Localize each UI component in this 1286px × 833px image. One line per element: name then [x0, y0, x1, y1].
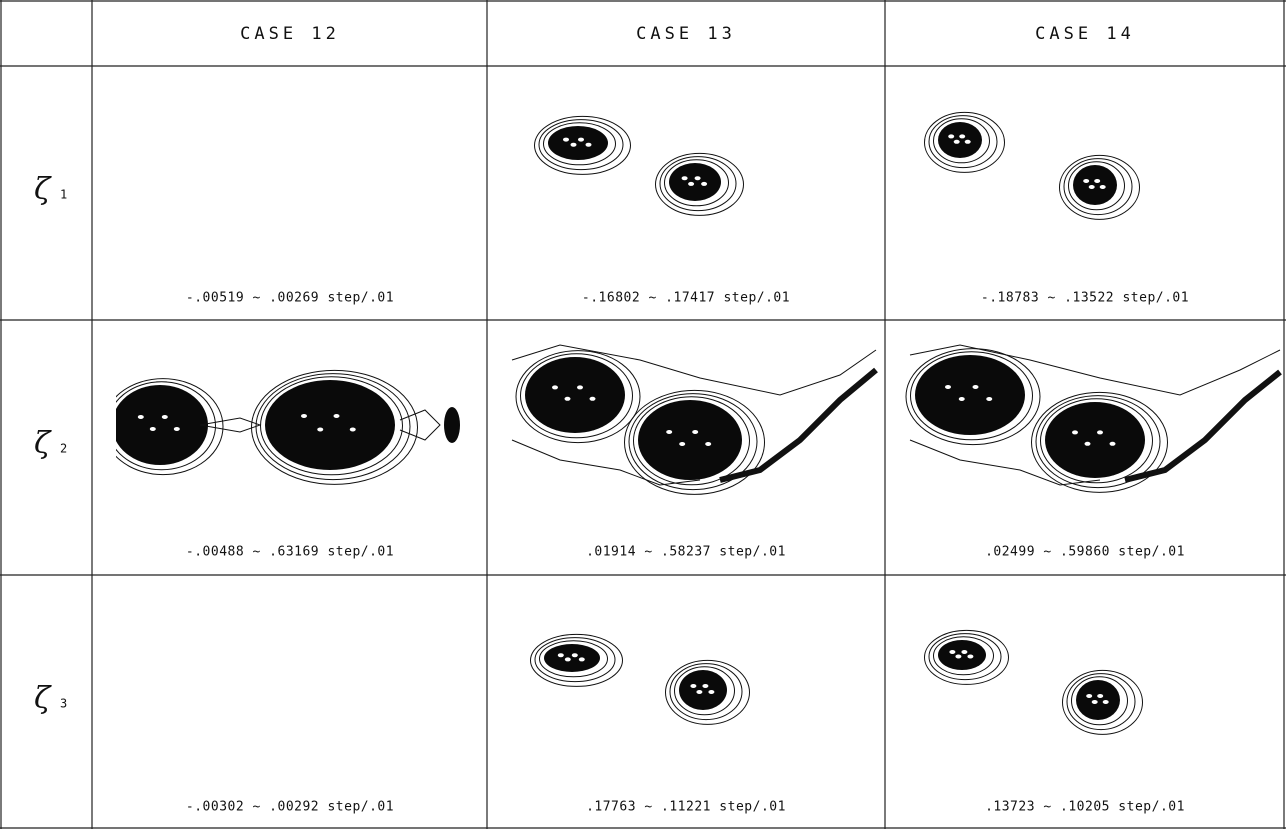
core-speckle [578, 138, 584, 142]
core-speckle [1097, 694, 1103, 698]
core-speckle [965, 140, 971, 144]
core-speckle [967, 655, 973, 659]
core-speckle [688, 182, 694, 186]
vortex-core [938, 122, 982, 158]
row-index: 2 [60, 442, 67, 456]
contour-caption: -.00488 ~ .63169 step/.01 [186, 545, 394, 560]
column-header: CASE 13 [636, 24, 736, 44]
core-speckle [1089, 185, 1095, 189]
shear-layer [720, 370, 876, 480]
core-speckle [572, 653, 578, 657]
vortex-core [112, 385, 208, 465]
core-speckle [334, 414, 340, 418]
core-speckle [1103, 700, 1109, 704]
core-speckle [563, 138, 569, 142]
core-speckle [708, 690, 714, 694]
row-label: ζ [34, 172, 52, 207]
core-speckle [552, 385, 558, 389]
core-speckle [558, 653, 564, 657]
contour-caption: -.00519 ~ .00269 step/.01 [186, 291, 394, 306]
contour-caption: .01914 ~ .58237 step/.01 [586, 545, 786, 560]
contour-caption: -.16802 ~ .17417 step/.01 [582, 291, 790, 306]
core-speckle [695, 176, 701, 180]
core-speckle [586, 143, 592, 147]
core-speckle [1110, 442, 1116, 446]
vortex-core [548, 126, 608, 160]
contour-caption: -.00302 ~ .00292 step/.01 [186, 800, 394, 815]
column-header: CASE 14 [1035, 24, 1135, 44]
core-speckle [948, 134, 954, 138]
core-speckle [1083, 179, 1089, 183]
vortex-core [938, 640, 986, 670]
core-speckle [705, 442, 711, 446]
core-speckle [692, 430, 698, 434]
core-speckle [666, 430, 672, 434]
figure-table: CASE 12CASE 13CASE 14ζ1-.00519 ~ .00269 … [0, 0, 1286, 829]
vortex-core [638, 400, 742, 480]
page: {"header": {"columns": ["CASE 12", "CASE… [0, 0, 1286, 829]
core-speckle [701, 182, 707, 186]
vortex-core [265, 380, 395, 470]
core-speckle [949, 650, 955, 654]
core-speckle [679, 442, 685, 446]
vortex-core [1045, 402, 1145, 478]
vortex-core [544, 644, 600, 672]
core-speckle [1094, 179, 1100, 183]
core-speckle [150, 427, 156, 431]
core-speckle [1086, 694, 1092, 698]
core-speckle [955, 655, 961, 659]
core-speckle [138, 415, 144, 419]
row-index: 1 [60, 188, 67, 202]
vortex-core [1073, 165, 1117, 205]
core-speckle [1097, 430, 1103, 434]
core-speckle [954, 140, 960, 144]
vortex-core [669, 163, 721, 201]
vortex-core [525, 357, 625, 433]
core-speckle [1092, 700, 1098, 704]
core-speckle [961, 650, 967, 654]
core-speckle [1100, 185, 1106, 189]
core-speckle [162, 415, 168, 419]
core-speckle [702, 684, 708, 688]
core-speckle [690, 684, 696, 688]
core-speckle [682, 176, 688, 180]
core-speckle [945, 385, 951, 389]
vortex-core [1076, 680, 1120, 720]
core-speckle [959, 134, 965, 138]
core-speckle [350, 428, 356, 432]
core-speckle [571, 143, 577, 147]
row-label: ζ [34, 681, 52, 716]
contour-caption: -.18783 ~ .13522 step/.01 [981, 291, 1189, 306]
core-speckle [579, 657, 585, 661]
core-speckle [1085, 442, 1091, 446]
core-speckle [986, 397, 992, 401]
core-speckle [696, 690, 702, 694]
column-header: CASE 12 [240, 24, 340, 44]
vortex-core [444, 407, 460, 443]
core-speckle [1072, 430, 1078, 434]
core-speckle [301, 414, 307, 418]
core-speckle [959, 397, 965, 401]
core-speckle [317, 428, 323, 432]
contour-line [200, 418, 260, 432]
core-speckle [973, 385, 979, 389]
contour-caption: .13723 ~ .10205 step/.01 [985, 800, 1185, 815]
contour-caption: .17763 ~ .11221 step/.01 [586, 800, 786, 815]
row-label: ζ [34, 426, 52, 461]
core-speckle [577, 385, 583, 389]
contour-line [400, 410, 440, 440]
vortex-core [915, 355, 1025, 435]
core-speckle [174, 427, 180, 431]
vortex-core [679, 670, 727, 710]
core-speckle [565, 657, 571, 661]
plot-clip [103, 370, 460, 484]
core-speckle [565, 397, 571, 401]
row-index: 3 [60, 697, 67, 711]
contour-plots [103, 112, 1280, 734]
contour-caption: .02499 ~ .59860 step/.01 [985, 545, 1185, 560]
core-speckle [590, 397, 596, 401]
